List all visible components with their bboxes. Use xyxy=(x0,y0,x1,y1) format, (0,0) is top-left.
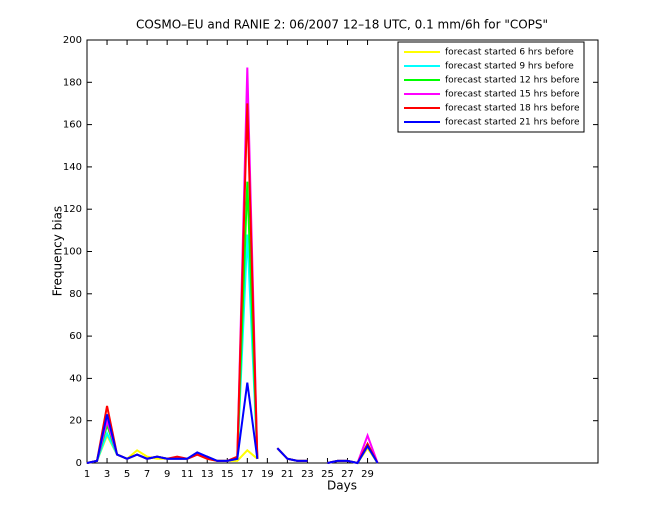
series-line xyxy=(86,382,379,465)
y-tick-label: 180 xyxy=(63,77,82,88)
y-tick-label: 80 xyxy=(69,289,82,300)
x-tick-label: 11 xyxy=(181,469,194,480)
x-tick-label: 27 xyxy=(341,469,354,480)
x-tick-label: 5 xyxy=(124,469,130,480)
x-tick-label: 7 xyxy=(144,469,150,480)
x-tick-label: 25 xyxy=(321,469,334,480)
legend-box xyxy=(397,41,585,133)
legend-label: forecast started 15 hrs before xyxy=(445,90,580,100)
legend-label: forecast started 12 hrs before xyxy=(445,76,580,86)
y-tick-label: 20 xyxy=(69,416,82,427)
x-tick-label: 9 xyxy=(164,469,170,480)
chart-title: COSMO–EU and RANIE 2: 06/2007 12–18 UTC,… xyxy=(136,18,548,32)
legend-label: forecast started 9 hrs before xyxy=(445,62,574,72)
y-tick-label: 60 xyxy=(69,331,82,342)
legend-label: forecast started 6 hrs before xyxy=(445,48,574,58)
y-tick-label: 200 xyxy=(63,35,82,46)
x-tick-label: 1 xyxy=(84,469,90,480)
x-tick-label: 3 xyxy=(104,469,110,480)
x-tick-label: 19 xyxy=(261,469,274,480)
x-tick-label: 29 xyxy=(361,469,374,480)
x-tick-label: 17 xyxy=(241,469,254,480)
y-tick-label: 120 xyxy=(63,204,82,215)
x-axis-label: Days xyxy=(327,479,357,493)
y-tick-label: 0 xyxy=(76,458,82,469)
y-tick-label: 160 xyxy=(63,120,82,131)
y-axis-label: Frequency bias xyxy=(51,206,65,296)
x-tick-label: 15 xyxy=(221,469,234,480)
y-tick-label: 40 xyxy=(69,373,82,384)
x-tick-label: 13 xyxy=(201,469,214,480)
y-tick-label: 140 xyxy=(63,162,82,173)
legend-label: forecast started 18 hrs before xyxy=(445,104,580,114)
y-tick-label: 100 xyxy=(63,247,82,258)
legend-label: forecast started 21 hrs before xyxy=(445,118,580,128)
x-tick-label: 23 xyxy=(301,469,314,480)
x-tick-label: 21 xyxy=(281,469,294,480)
